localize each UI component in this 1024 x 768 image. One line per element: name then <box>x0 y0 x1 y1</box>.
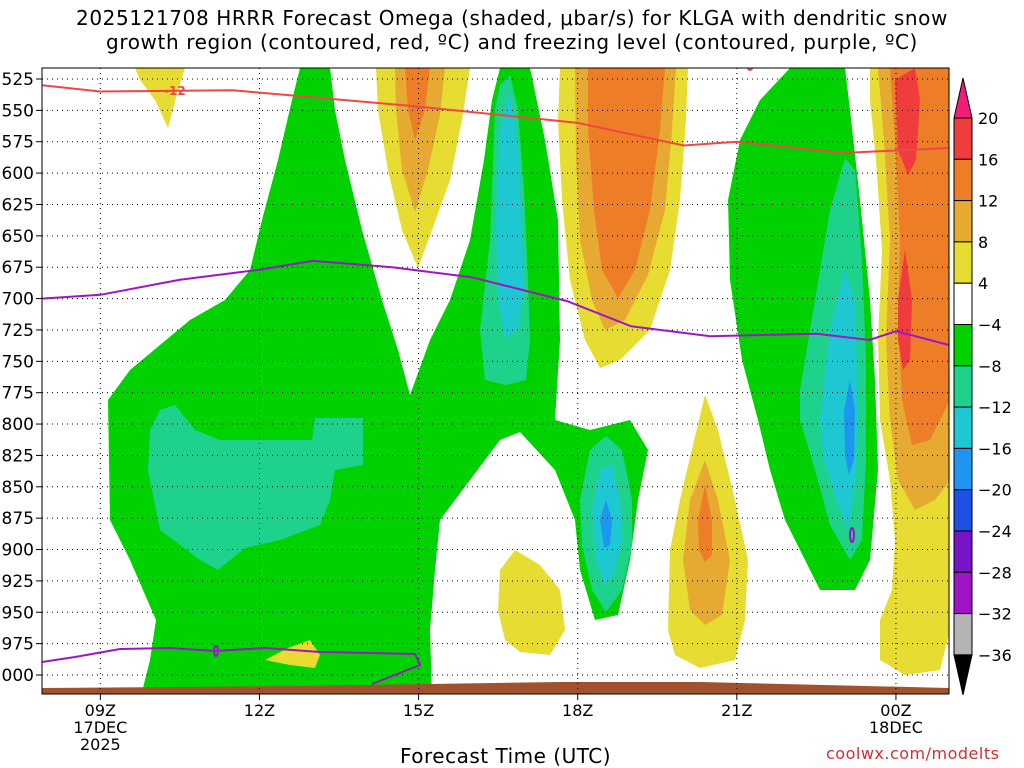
y-tick-label: 600 <box>2 164 34 184</box>
colorbar-label: 8 <box>978 233 988 252</box>
omega-yellow-region <box>498 550 565 655</box>
colorbar-top-arrow <box>953 77 973 119</box>
x-tick-label: 12Z <box>244 701 275 720</box>
y-tick-label: 950 <box>2 603 34 623</box>
omega-orange-region <box>405 68 430 140</box>
y-tick-label: 700 <box>2 290 34 310</box>
dgz-minus12-contour <box>42 84 949 155</box>
colorbar-segment <box>953 571 973 615</box>
colorbar-segment <box>953 406 973 449</box>
x-tick-label: 18Z <box>562 701 593 720</box>
freezing-level-contour <box>42 259 949 346</box>
y-tick-label: 675 <box>2 258 34 278</box>
omega-gold-region <box>395 68 445 212</box>
x-tick-label: 15Z <box>403 701 434 720</box>
y-tick-label: 625 <box>2 195 34 215</box>
colorbar-segment <box>953 530 973 573</box>
omega-red-region <box>898 250 912 370</box>
y-tick-label: 875 <box>2 509 34 529</box>
y-tick-label: 925 <box>2 572 34 592</box>
dgz-contour-label: -12 <box>164 84 186 98</box>
omega-teal-region <box>148 405 363 570</box>
ground <box>42 682 949 694</box>
colorbar-segment <box>953 447 973 491</box>
colorbar-segment <box>953 489 973 532</box>
y-tick-label: 650 <box>2 227 34 247</box>
freezing-level-surface-contour <box>42 646 422 685</box>
colorbar-segment <box>953 613 973 656</box>
omega-orange-region <box>698 485 712 562</box>
grid <box>42 68 949 694</box>
y-tick-label: 725 <box>2 321 34 341</box>
x-tick-label: 2025 <box>80 735 121 754</box>
colorbar-label: 12 <box>978 192 998 211</box>
colorbar: 20 16 12 8 4 −4 −8 −12 −16 −20 −24 −28 −32 −36 <box>953 77 1012 696</box>
colorbar-label: −28 <box>978 563 1012 582</box>
colorbar-segment <box>953 324 973 367</box>
title-line-1: 2025121708 HRRR Forecast Omega (shaded, … <box>76 6 948 30</box>
x-axis-label: Forecast Time (UTC) <box>400 744 612 768</box>
y-tick-label: 900 <box>2 541 34 561</box>
y-tick-label: 800 <box>2 415 34 435</box>
dgz-small-contour <box>747 68 753 71</box>
x-tick-label: 09Z <box>85 701 116 720</box>
colorbar-label: −32 <box>978 605 1012 624</box>
omega-shading <box>42 68 949 694</box>
omega-blue-region <box>600 500 612 548</box>
colorbar-label: 16 <box>978 150 998 169</box>
y-tick-label: 825 <box>2 446 34 466</box>
credit-link[interactable]: coolwx.com/modelts <box>826 744 1000 763</box>
freezing-level-small-contour <box>213 645 219 657</box>
colorbar-label: −36 <box>978 646 1012 665</box>
y-axis: 525 550 575 600 625 650 675 700 725 750 775 800 825 8… <box>0 70 42 686</box>
y-tick-label: 850 <box>2 478 34 498</box>
y-tick-label: 1000 <box>0 666 34 686</box>
omega-red-region <box>895 68 920 175</box>
colorbar-segment <box>953 117 973 160</box>
omega-yellow-region <box>135 68 185 128</box>
colorbar-label: −8 <box>978 357 1002 376</box>
colorbar-label: 20 <box>978 109 998 128</box>
colorbar-segment <box>953 200 973 243</box>
x-tick-label: 00Z <box>880 701 911 720</box>
omega-blue-region <box>844 380 855 475</box>
chart-title: 2025121708 HRRR Forecast Omega (shaded, … <box>0 6 1024 54</box>
colorbar-label: −12 <box>978 398 1012 417</box>
colorbar-segment <box>953 158 973 202</box>
colorbar-segment <box>953 241 973 284</box>
colorbar-segment <box>953 365 973 408</box>
x-tick-label: 18DEC <box>869 718 923 737</box>
plot-frame <box>41 67 950 695</box>
colorbar-label: −16 <box>978 439 1012 458</box>
y-tick-label: 775 <box>2 384 34 404</box>
x-tick-label: 17DEC <box>73 718 127 737</box>
colorbar-label: −20 <box>978 481 1012 500</box>
colorbar-segment <box>953 282 973 326</box>
y-tick-label: 525 <box>2 70 34 90</box>
y-tick-label: 575 <box>2 133 34 153</box>
omega-cyan-region <box>496 90 524 338</box>
colorbar-label: −4 <box>978 316 1002 335</box>
title-line-2: growth region (contoured, red, ºC) and f… <box>106 30 918 54</box>
colorbar-label: −24 <box>978 522 1012 541</box>
y-tick-label: 975 <box>2 635 34 655</box>
y-tick-label: 550 <box>2 101 34 121</box>
omega-yellow-region <box>265 640 320 668</box>
omega-orange-region <box>588 68 665 298</box>
freezing-level-small-contour <box>849 527 855 543</box>
x-tick-label: 21Z <box>721 701 752 720</box>
colorbar-label: 4 <box>978 274 988 293</box>
colorbar-bottom-arrow <box>953 654 973 696</box>
y-tick-label: 750 <box>2 352 34 372</box>
